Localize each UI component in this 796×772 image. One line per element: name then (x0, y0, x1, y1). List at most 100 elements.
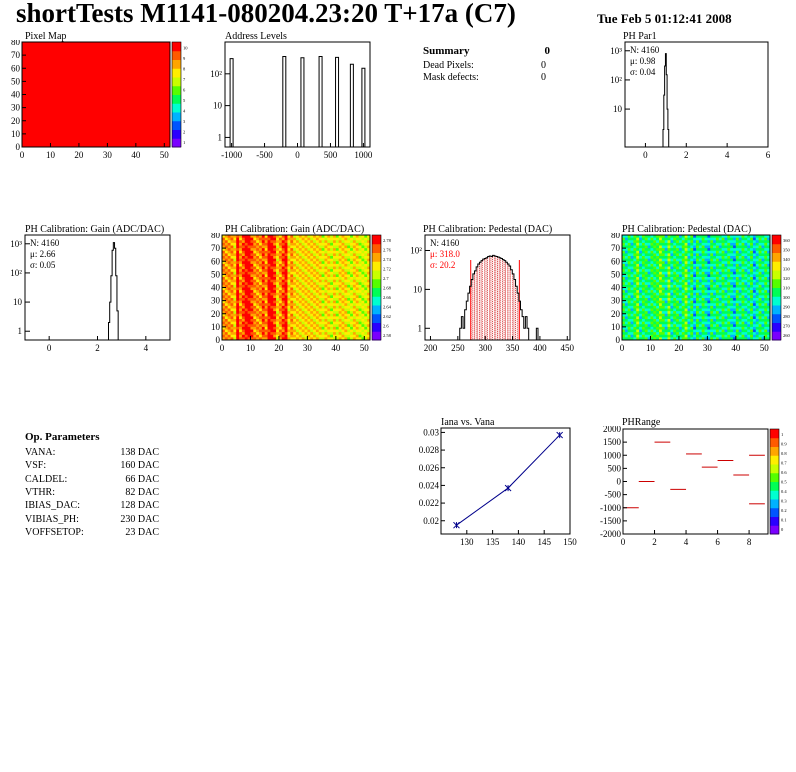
stat-sigma: σ: 20.2 (430, 260, 455, 270)
heatmap-cell (704, 308, 708, 312)
heatmap-cell (661, 324, 666, 328)
heatmap-cell (330, 284, 334, 288)
heatmap-cell (315, 287, 320, 291)
heatmap-cell (298, 292, 303, 296)
heatmap-cell (755, 287, 760, 291)
heatmap-cell (281, 242, 286, 246)
param-value: 230 DAC (120, 513, 159, 525)
heatmap-cell (304, 282, 308, 286)
colorbar-tick-label: 270 (783, 324, 791, 329)
heatmap-cell (230, 287, 234, 291)
heatmap-cell (330, 256, 334, 260)
heatmap-cell (352, 316, 357, 320)
heatmap-cell (693, 258, 697, 262)
heatmap-cell (678, 295, 683, 299)
heatmap-cell (750, 261, 754, 265)
heatmap-cell (678, 235, 683, 239)
heatmap-cell (281, 311, 286, 315)
heatmap-cell (358, 334, 362, 338)
heatmap-cell (273, 284, 277, 288)
heatmap-cell (358, 298, 362, 302)
heatmap-cell (335, 303, 340, 307)
heatmap-cell (358, 290, 362, 294)
heatmap-cell (653, 261, 657, 265)
heatmap-cell (253, 269, 257, 273)
heatmap-cell (698, 305, 703, 309)
heatmap-cell (693, 274, 697, 278)
heatmap-cell (693, 287, 697, 291)
heatmap-cell (250, 269, 254, 273)
colorbar-cell (770, 446, 779, 456)
heatmap-cell (647, 332, 651, 336)
heatmap-cell (327, 261, 331, 265)
heatmap-cell (630, 324, 634, 328)
heatmap-cell (704, 334, 708, 338)
heatmap-cell (367, 253, 371, 257)
heatmap-cell (755, 334, 760, 338)
heatmap-cell (278, 240, 283, 244)
heatmap-cell (755, 261, 760, 265)
heatmap-cell (653, 287, 657, 291)
heatmap-cell (744, 256, 748, 260)
heatmap-cell (250, 250, 254, 254)
heatmap-cell (230, 313, 234, 317)
y-tick-label: 40 (211, 283, 221, 293)
heatmap-cell (761, 263, 765, 267)
heatmap-cell (352, 308, 357, 312)
heatmap-cell (335, 263, 340, 267)
heatmap-cell (678, 321, 683, 325)
heatmap-cell (630, 308, 634, 312)
heatmap-cell (315, 248, 320, 252)
heatmap-cell (276, 305, 280, 309)
heatmap-cell (236, 245, 240, 249)
heatmap-cell (318, 248, 323, 252)
heatmap-cell (639, 319, 643, 323)
heatmap-cell (627, 271, 631, 275)
op-params-panel: Op. Parameters VANA: 138 DAC VSF: 160 DAC … (25, 431, 159, 539)
heatmap-cell (624, 295, 629, 299)
heatmap-cell (696, 277, 700, 281)
heatmap-cell (261, 269, 266, 273)
heatmap-cell (633, 334, 637, 338)
colorbar-tick-label: 4 (183, 108, 186, 113)
heatmap-cell (755, 235, 760, 239)
heatmap-cell (341, 303, 345, 307)
heatmap-cell (704, 337, 708, 341)
heatmap-cell (247, 287, 251, 291)
heatmap-cell (741, 332, 745, 336)
heatmap-cell (313, 245, 317, 249)
heatmap-cell (670, 237, 674, 241)
heatmap-cell (296, 300, 300, 304)
heatmap-cell (367, 337, 371, 341)
heatmap-cell (667, 245, 671, 249)
heatmap-cell (747, 245, 751, 249)
y-tick-label: 500 (608, 463, 622, 473)
heatmap-cell (627, 266, 631, 270)
heatmap-cell (364, 321, 368, 325)
heatmap-cell (727, 235, 731, 239)
heatmap-cell (744, 311, 748, 315)
heatmap-cell (622, 311, 626, 315)
heatmap-cell (684, 334, 688, 338)
heatmap-cell (355, 274, 360, 278)
heatmap-cell (315, 298, 320, 302)
heatmap-cell (307, 324, 311, 328)
heatmap-cell (241, 324, 246, 328)
heatmap-cell (647, 292, 651, 296)
heatmap-cell (681, 235, 686, 239)
heatmap-cell (627, 284, 631, 288)
heatmap-cell (230, 284, 234, 288)
heatmap-cell (752, 295, 757, 299)
heatmap-cell (721, 290, 725, 294)
heatmap-cell (301, 266, 305, 270)
heatmap-cell (664, 237, 668, 241)
heatmap-cell (758, 256, 762, 260)
heatmap-cell (659, 316, 663, 320)
heatmap-cell (673, 313, 677, 317)
heatmap-cell (287, 287, 291, 291)
heatmap-cell (324, 245, 328, 249)
heatmap-cell (721, 287, 725, 291)
heatmap-cell (761, 319, 765, 323)
heatmap-cell (738, 282, 742, 286)
